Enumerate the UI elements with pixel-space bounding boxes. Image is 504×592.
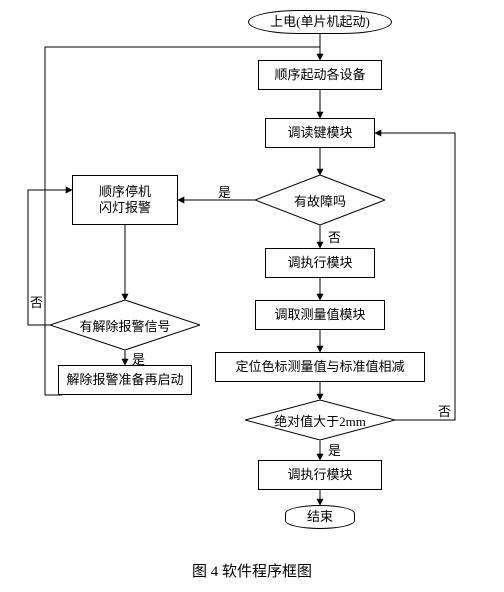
d3-yes-label: 是	[328, 440, 341, 459]
p6-label: 解除报警准备再启动	[66, 372, 183, 388]
process-subtract: 定位色标测量值与标准值相减	[215, 352, 425, 382]
process-clear-restart: 解除报警准备再启动	[58, 365, 192, 395]
p7-label: 定位色标测量值与标准值相减	[235, 359, 404, 375]
p1-label: 顺序起动各设备	[274, 67, 365, 83]
d1-no-label: 否	[328, 227, 341, 246]
end-terminator: 结束	[285, 505, 355, 529]
decision-abs-gt-2mm: 绝对值大于2mm	[245, 400, 395, 440]
flowchart-canvas: 上电(单片机起动) 顺序起动各设备 调读键模块 有故障吗 顺序停机 闪灯报警 调…	[0, 0, 504, 592]
d1-yes-label: 是	[218, 182, 231, 201]
p4-label: 调执行模块	[287, 255, 352, 271]
d2-no-label: 否	[30, 292, 43, 311]
decision-fault: 有故障吗	[255, 175, 385, 225]
p8-label: 调执行模块	[287, 467, 352, 483]
p2-label: 调读键模块	[287, 125, 352, 141]
end-label: 结束	[307, 509, 333, 525]
process-exec-2: 调执行模块	[258, 460, 382, 490]
start-terminator: 上电(单片机起动)	[248, 10, 392, 34]
p5-label: 调取测量值模块	[274, 307, 365, 323]
decision-clear-alarm: 有解除报警信号	[50, 300, 200, 350]
process-start-devices: 顺序起动各设备	[258, 60, 382, 90]
figure-caption: 图 4 软件程序框图	[0, 560, 504, 581]
process-exec-1: 调执行模块	[265, 248, 375, 278]
process-read-key: 调读键模块	[265, 118, 375, 148]
process-get-measure: 调取测量值模块	[255, 300, 385, 330]
caption-text: 图 4 软件程序框图	[192, 564, 312, 580]
start-label: 上电(单片机起动)	[270, 14, 370, 30]
d2-yes-label: 是	[132, 349, 145, 368]
p3-label: 顺序停机 闪灯报警	[99, 184, 151, 217]
d3-no-label: 否	[438, 401, 451, 420]
process-stop-alarm: 顺序停机 闪灯报警	[72, 175, 178, 225]
